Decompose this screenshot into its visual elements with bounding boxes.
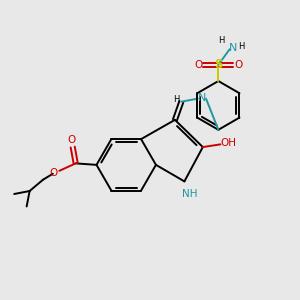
Text: N: N [198, 93, 206, 103]
Text: S: S [214, 58, 223, 71]
Text: OH: OH [221, 138, 237, 148]
Text: O: O [194, 60, 202, 70]
Text: H: H [173, 95, 179, 104]
Text: NH: NH [182, 188, 198, 199]
Text: N: N [229, 43, 237, 53]
Text: H: H [218, 36, 224, 45]
Text: O: O [234, 60, 242, 70]
Text: O: O [49, 168, 58, 178]
Text: H: H [238, 42, 244, 51]
Text: O: O [67, 136, 75, 146]
